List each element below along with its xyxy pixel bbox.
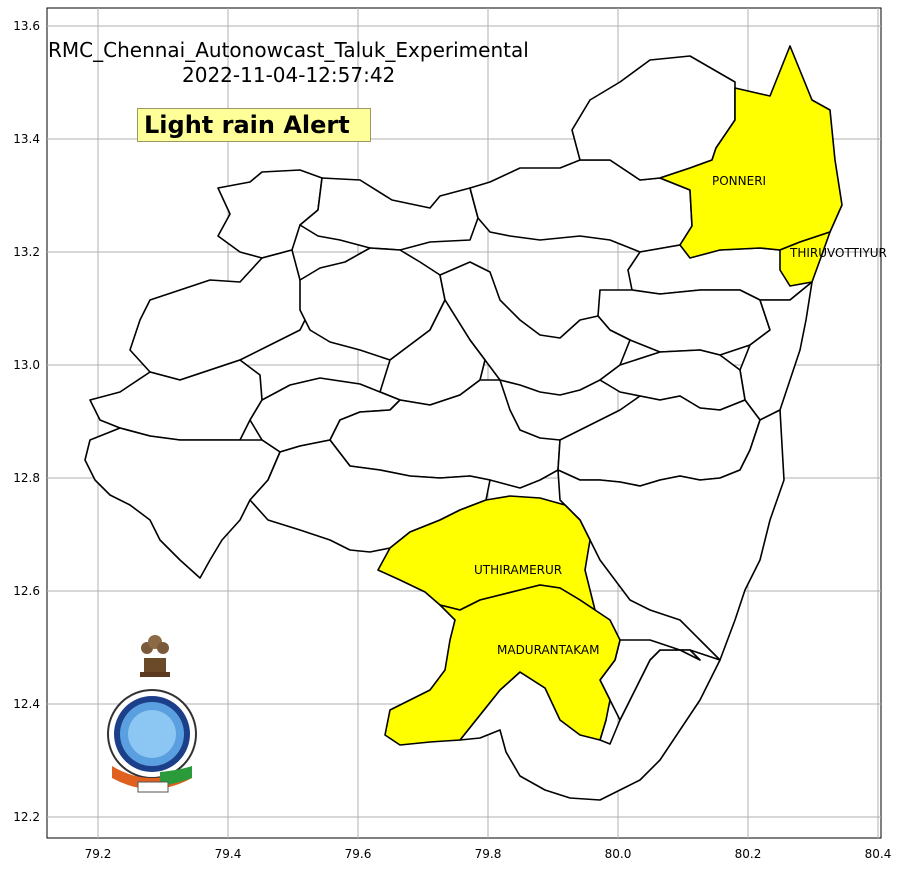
taluk-region[interactable] [299, 177, 479, 251]
map-timestamp: 2022-11-04-12:57:42 [182, 63, 396, 87]
y-tick-label: 12.6 [13, 584, 40, 598]
x-tick-label: 80.2 [735, 847, 762, 861]
taluk-label-thiruvottiyur: THIRUVOTTIYUR [789, 246, 887, 260]
x-tick-label: 80.0 [605, 847, 632, 861]
x-tick-labels: 79.2 79.4 79.6 79.8 80.0 80.2 80.4 [85, 847, 892, 861]
y-tick-label: 13.2 [13, 245, 40, 259]
alert-label-box: Light rain Alert [137, 108, 371, 142]
taluk-region[interactable] [599, 639, 701, 721]
y-tick-label: 13.4 [13, 132, 40, 146]
alert-region-ponneri[interactable] [659, 45, 843, 259]
taluk-region[interactable] [557, 409, 785, 661]
y-tick-labels: 12.2 12.4 12.6 12.8 13.0 13.2 13.4 13.6 [13, 19, 40, 824]
taluk-label-uthiramerur: UTHIRAMERUR [474, 563, 562, 577]
taluk-label-madurantakam: MADURANTAKAM [497, 643, 599, 657]
y-tick-label: 13.6 [13, 19, 40, 33]
x-tick-label: 79.2 [85, 847, 112, 861]
y-tick-label: 12.2 [13, 810, 40, 824]
y-tick-label: 13.0 [13, 358, 40, 372]
ashoka-emblem-icon [140, 635, 170, 677]
x-tick-label: 79.6 [345, 847, 372, 861]
x-tick-label: 80.4 [865, 847, 892, 861]
taluk-label-ponneri: PONNERI [712, 174, 766, 188]
x-tick-label: 79.8 [475, 847, 502, 861]
alert-taluk-regions [377, 45, 843, 746]
alert-region-madurantakam[interactable] [384, 584, 621, 746]
taluk-region[interactable] [439, 261, 631, 396]
x-tick-label: 79.4 [215, 847, 242, 861]
y-tick-label: 12.4 [13, 697, 40, 711]
y-tick-label: 12.8 [13, 471, 40, 485]
taluk-labels: PONNERI THIRUVOTTIYUR UTHIRAMERUR MADURA… [474, 174, 887, 657]
imd-logo-icon [107, 635, 197, 793]
alert-region-thiruvottiyur[interactable] [779, 231, 831, 287]
map-title: RMC_Chennai_Autonowcast_Taluk_Experiment… [48, 38, 529, 62]
taluk-region[interactable] [129, 249, 311, 381]
taluk-region[interactable] [84, 427, 281, 579]
